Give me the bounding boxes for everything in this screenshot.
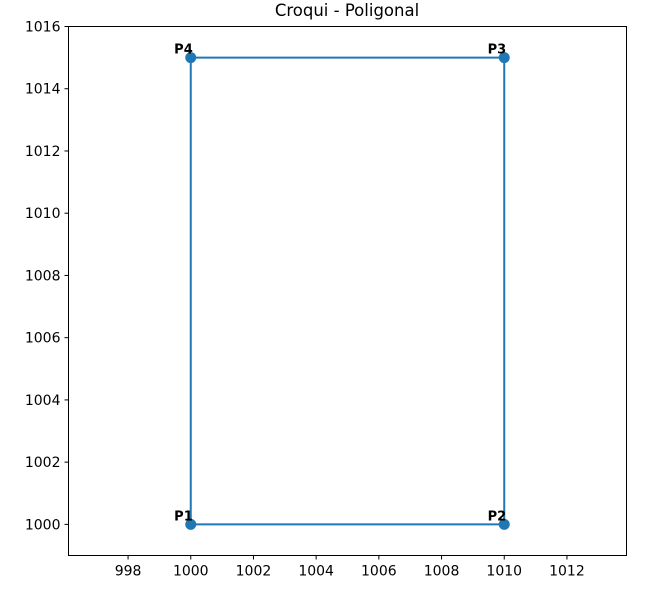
chart-title: Croqui - Poligonal bbox=[275, 1, 419, 20]
x-tick-label: 1002 bbox=[236, 564, 272, 580]
y-tick-label: 1010 bbox=[25, 206, 61, 222]
x-tick-label: 1000 bbox=[173, 564, 209, 580]
y-tick-label: 1000 bbox=[25, 517, 61, 533]
vertex-point-p3 bbox=[498, 52, 510, 64]
polygon-line bbox=[189, 56, 506, 526]
y-tick-label: 1006 bbox=[25, 331, 61, 347]
vertex-label-p2: P2 bbox=[488, 509, 507, 524]
vertex-label-p4: P4 bbox=[174, 43, 193, 58]
y-tick-label: 1004 bbox=[25, 393, 61, 409]
x-tick-label: 1010 bbox=[486, 564, 522, 580]
vertex-point-p1 bbox=[185, 518, 197, 530]
x-tick-label: 1008 bbox=[424, 564, 460, 580]
vertex-point-p4 bbox=[185, 52, 197, 64]
y-tick-label: 1012 bbox=[25, 144, 61, 160]
y-tick-label: 1008 bbox=[25, 268, 61, 284]
y-tick-label: 1014 bbox=[25, 82, 61, 98]
vertex-point-p2 bbox=[498, 518, 510, 530]
axes-frame bbox=[68, 26, 627, 556]
x-tick-label: 998 bbox=[115, 564, 142, 580]
vertex-label-p1: P1 bbox=[174, 509, 193, 524]
x-tick-label: 1012 bbox=[549, 564, 585, 580]
y-tick-label: 1002 bbox=[25, 455, 61, 471]
y-tick-label: 1016 bbox=[25, 20, 61, 36]
x-tick-label: 1004 bbox=[298, 564, 334, 580]
x-tick-label: 1006 bbox=[361, 564, 397, 580]
vertex-label-p3: P3 bbox=[488, 43, 507, 58]
